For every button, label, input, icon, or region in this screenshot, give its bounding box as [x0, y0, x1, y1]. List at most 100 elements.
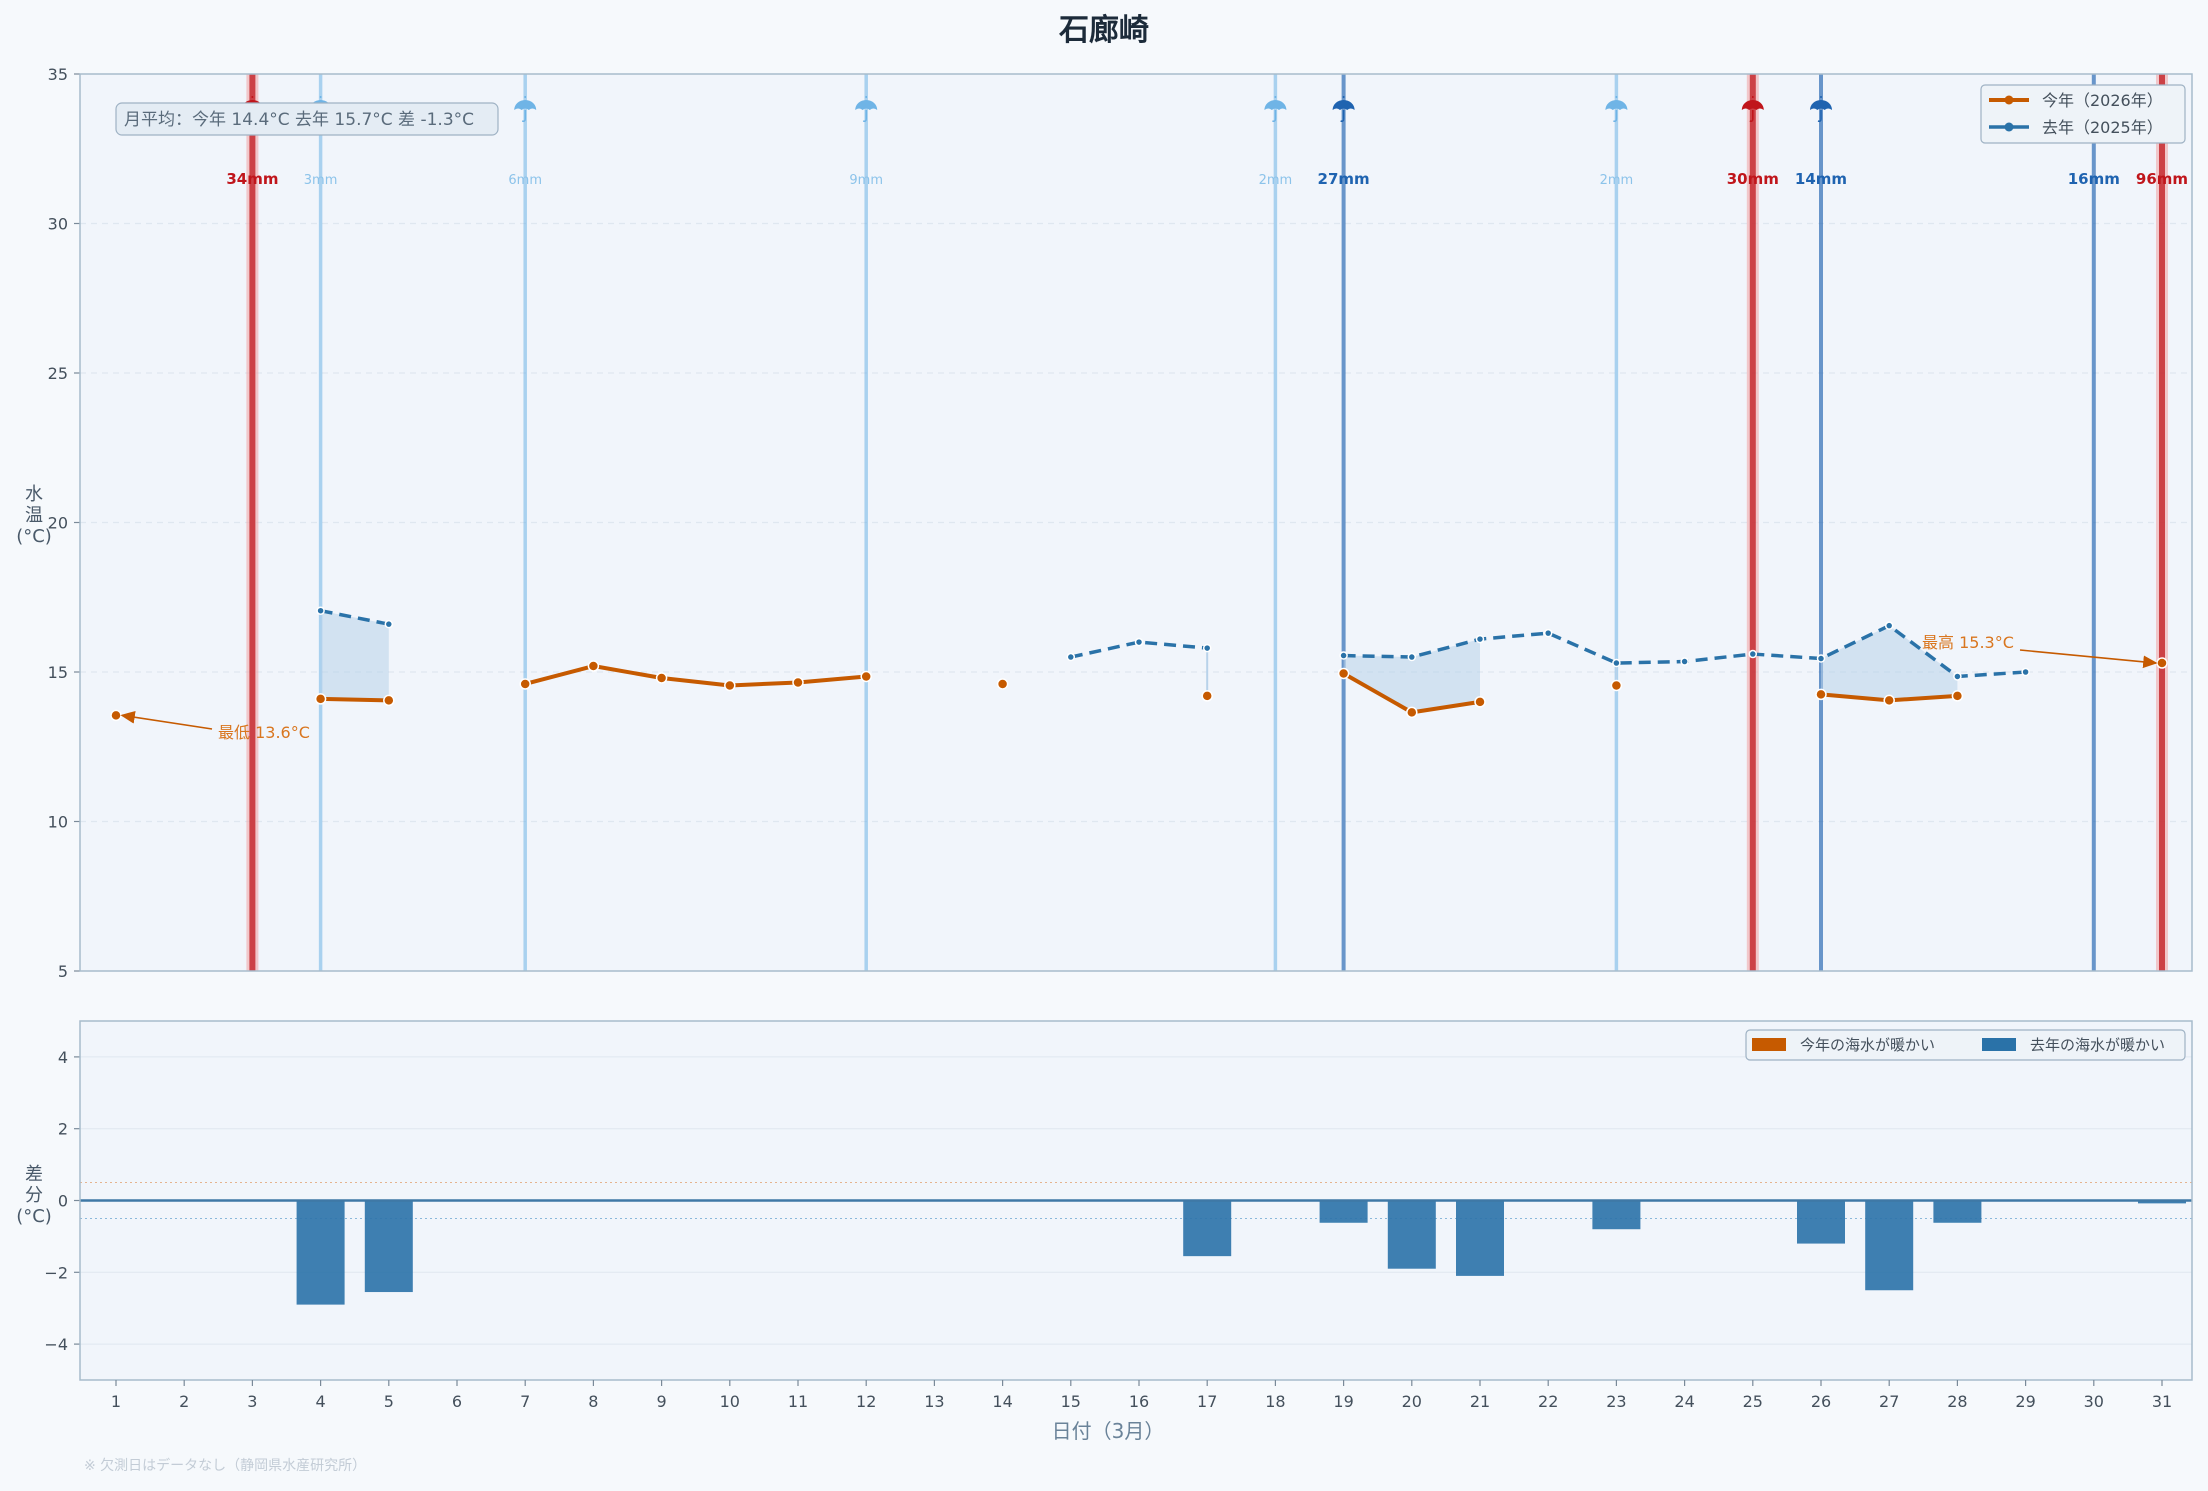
umbrella-handle	[1272, 96, 1277, 123]
top-legend: 今年（2026年） 去年（2025年）	[1980, 84, 2186, 144]
x-tick-label: 7	[520, 1392, 530, 1411]
point-last-year	[1202, 643, 1212, 653]
top-plot-frame	[79, 73, 2193, 972]
point-this-year	[1883, 694, 1895, 707]
bottom-legend: 今年の海水が暖かい 去年の海水が暖かい	[1745, 1029, 2186, 1061]
x-tick-label: 20	[1402, 1392, 1422, 1411]
x-tick-label: 27	[1879, 1392, 1899, 1411]
umbrella-icon	[1810, 96, 1832, 123]
rain-amount-label: 96mm	[2136, 170, 2188, 188]
umbrella-icon	[1741, 96, 1764, 123]
point-this-year	[383, 694, 395, 707]
x-tick-label: 10	[720, 1392, 740, 1411]
legend-label: 去年の海水が暖かい	[2030, 1036, 2165, 1054]
point-last-year	[1475, 634, 1485, 644]
point-last-year	[1748, 649, 1758, 659]
point-last-year	[384, 619, 394, 629]
rain-amount-label: 2mm	[1259, 173, 1293, 188]
rain-amount-label: 30mm	[1727, 170, 1779, 188]
bottom-y-tick-label: −2	[44, 1263, 68, 1282]
diff-bar	[1865, 1200, 1914, 1291]
diff-bar	[1797, 1200, 1845, 1244]
min-annotation-label: 最低 13.6°C	[218, 723, 310, 742]
point-this-year	[860, 670, 872, 683]
point-this-year	[792, 676, 804, 689]
x-tick-label: 9	[657, 1392, 667, 1411]
rain-amount-label: 34mm	[226, 170, 278, 188]
umbrella-canopy	[1332, 100, 1355, 110]
y-label-line: 温	[25, 505, 43, 526]
umbrella-handle	[521, 96, 527, 123]
point-this-year	[2156, 657, 2168, 669]
bottom-y-tick-label: 2	[58, 1120, 68, 1139]
legend-label: 去年（2025年）	[2042, 118, 2163, 137]
point-last-year	[2021, 667, 2030, 677]
legend-frame	[1745, 1029, 2186, 1061]
series-line-last-year	[320, 608, 390, 626]
diff-bar	[1456, 1200, 1504, 1276]
x-tick-label: 17	[1197, 1392, 1217, 1411]
umbrella-canopy	[1741, 100, 1764, 110]
diff-bar	[296, 1200, 345, 1305]
x-tick-label: 2	[179, 1392, 189, 1411]
x-tick-label: 18	[1265, 1392, 1285, 1411]
x-tick-label: 6	[452, 1392, 462, 1411]
x-tick-label: 1	[111, 1392, 121, 1411]
series-line-last-year	[1070, 640, 1208, 659]
x-tick-label: 26	[1811, 1392, 1831, 1411]
point-this-year	[655, 672, 668, 684]
x-tick-label: 31	[2152, 1392, 2172, 1411]
legend-swatch-dot	[2004, 122, 2014, 132]
point-last-year	[1134, 637, 1144, 647]
diff-bar	[1183, 1200, 1232, 1257]
x-tick-label: 4	[316, 1392, 326, 1411]
point-this-year	[996, 678, 1009, 690]
diff-bar	[1933, 1200, 1982, 1223]
x-tick-label: 30	[2084, 1392, 2104, 1411]
umbrella-canopy	[514, 100, 537, 110]
legend-swatch-dot	[2004, 95, 2014, 105]
umbrella-handle	[1817, 96, 1822, 123]
top-y-tick-label: 15	[48, 663, 68, 682]
diff-bar	[1592, 1200, 1641, 1230]
x-tick-label: 16	[1129, 1392, 1149, 1411]
point-this-year	[314, 693, 327, 705]
umbrella-icon	[1264, 96, 1287, 123]
top-y-axis-label: 水温(°C)	[16, 484, 52, 547]
x-tick-label: 19	[1333, 1392, 1353, 1411]
point-last-year	[1816, 654, 1826, 663]
series-line-this-year	[320, 696, 389, 703]
legend-swatch-bar	[1982, 1038, 2016, 1051]
bottom-y-tick-label: 4	[58, 1048, 68, 1067]
umbrella-handle	[862, 96, 868, 123]
summary-box-bg	[115, 102, 499, 136]
umbrella-canopy	[855, 100, 878, 110]
series-line-this-year	[524, 664, 867, 688]
point-this-year	[1474, 696, 1486, 708]
point-last-year	[316, 606, 325, 615]
diff-bar	[364, 1200, 413, 1293]
max-annotation-label: 最高 15.3°C	[1922, 633, 2014, 652]
top-y-tick-label: 35	[48, 65, 68, 84]
top-y-tick-label: 30	[48, 215, 68, 234]
x-tick-label: 15	[1061, 1392, 1081, 1411]
x-tick-label: 29	[2015, 1392, 2035, 1411]
min-annotation-arrow	[120, 710, 213, 730]
umbrella-handle	[1340, 96, 1345, 123]
umbrella-icon	[514, 96, 537, 123]
point-this-year	[1815, 688, 1827, 701]
point-this-year	[1951, 690, 1964, 702]
top-y-tick-label: 20	[48, 514, 68, 533]
top-y-tick-label: 5	[58, 962, 68, 981]
x-tick-label: 12	[856, 1392, 876, 1411]
rain-amount-label: 27mm	[1318, 170, 1370, 188]
legend-swatch-bar	[1752, 1038, 1786, 1051]
point-this-year	[1610, 679, 1623, 692]
top-y-tick-label: 10	[48, 813, 68, 832]
legend-frame	[1980, 84, 2186, 144]
x-tick-label: 8	[588, 1392, 598, 1411]
x-tick-label: 13	[924, 1392, 944, 1411]
y-label-line: 差	[25, 1164, 43, 1185]
